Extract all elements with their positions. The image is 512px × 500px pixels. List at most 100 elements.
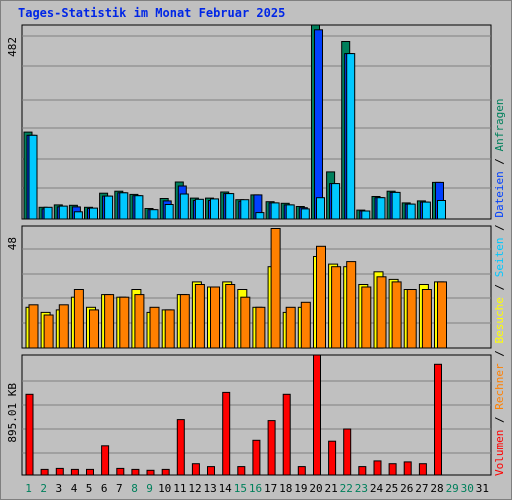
bar-seiten-day-14 [225, 193, 235, 220]
bar-rechner-day-28 [437, 281, 447, 349]
bar-rechner-day-5 [89, 309, 99, 349]
bar-volumen-day-10 [161, 468, 170, 476]
x-tick-label: 27 [415, 482, 428, 495]
bar-rechner-day-27 [421, 289, 432, 349]
x-tick-label: 13 [203, 482, 216, 495]
x-tick-label: 19 [294, 482, 307, 495]
panel-top-border [21, 24, 492, 220]
bar-seiten-day-20 [316, 197, 325, 220]
bar-volumen-day-1 [25, 393, 34, 476]
legend-anfragen: Anfragen [493, 98, 506, 151]
x-tick-label: 1 [25, 482, 32, 495]
bar-seiten-day-22 [346, 53, 356, 220]
bar-seiten-day-4 [73, 211, 83, 220]
bar-seiten-day-28 [437, 200, 446, 220]
bar-seiten-day-15 [240, 199, 250, 220]
bar-rechner-day-6 [104, 294, 115, 349]
bar-rechner-day-19 [300, 301, 311, 349]
bar-seiten-day-6 [104, 195, 114, 220]
bar-volumen-day-8 [131, 468, 140, 476]
x-tick-label: 21 [324, 482, 337, 495]
bar-rechner-day-23 [361, 286, 372, 349]
bar-rechner-day-20 [316, 245, 326, 349]
bar-volumen-day-25 [388, 463, 397, 476]
chart-title: Tages-Statistik im Monat Februar 2025 [18, 6, 286, 20]
x-tick-label: 22 [340, 482, 353, 495]
bar-seiten-day-25 [391, 191, 401, 220]
bar-volumen-day-6 [101, 445, 110, 476]
x-tick-label: 10 [158, 482, 171, 495]
bar-seiten-day-23 [361, 210, 371, 220]
bar-rechner-day-3 [58, 304, 69, 349]
x-tick-label: 8 [131, 482, 138, 495]
bar-seiten-day-9 [149, 209, 159, 220]
legend-seiten: Seiten [493, 238, 506, 278]
bar-volumen-day-21 [328, 440, 337, 476]
bar-seiten-day-1 [28, 134, 38, 220]
bar-volumen-day-24 [373, 460, 382, 476]
bar-volumen-day-11 [176, 419, 185, 476]
bar-volumen-day-13 [207, 466, 215, 476]
bar-rechner-day-26 [406, 289, 417, 349]
bar-volumen-day-7 [116, 467, 125, 476]
bar-rechner-day-21 [331, 266, 342, 349]
bar-volumen-day-28 [434, 363, 442, 476]
bar-seiten-day-17 [270, 202, 280, 220]
bar-seiten-day-24 [376, 197, 386, 220]
bar-rechner-day-15 [240, 296, 251, 349]
x-tick-label: 15 [234, 482, 247, 495]
x-tick-label: 2 [40, 482, 47, 495]
bar-volumen-day-16 [252, 439, 261, 476]
bar-volumen-day-9 [146, 469, 155, 476]
x-tick-label: 16 [249, 482, 262, 495]
bar-rechner-day-9 [149, 306, 160, 349]
x-tick-label: 11 [173, 482, 186, 495]
bar-volumen-day-2 [40, 468, 49, 476]
x-tick-label: 23 [355, 482, 368, 495]
legend-dateien: Dateien [493, 171, 506, 217]
bar-volumen-day-4 [70, 468, 79, 476]
panel-bottom-ymax-label: 895.01 KB [6, 383, 19, 443]
legend-separator: / [493, 277, 506, 297]
bar-rechner-day-4 [73, 289, 84, 349]
bar-volumen-day-17 [267, 420, 276, 476]
bar-rechner-day-18 [285, 306, 296, 349]
x-tick-label: 18 [279, 482, 292, 495]
bar-dateien-day-20 [314, 29, 323, 220]
bar-seiten-day-2 [43, 206, 53, 220]
bar-rechner-day-1 [28, 304, 39, 349]
bar-seiten-day-13 [210, 198, 219, 220]
x-tick-label: 25 [385, 482, 398, 495]
x-tick-label: 28 [430, 482, 443, 495]
panel-middle-ymax-label: 48 [6, 237, 19, 250]
legend-volumen: Volumen [493, 430, 506, 476]
legend-separator: / [493, 218, 506, 238]
bar-seiten-day-7 [119, 192, 129, 220]
bar-volumen-day-22 [343, 428, 352, 476]
x-tick-label: 24 [370, 482, 384, 495]
bar-volumen-day-3 [55, 467, 64, 476]
legend-separator: / [493, 344, 506, 364]
x-tick-label: 17 [264, 482, 277, 495]
bar-rechner-day-7 [119, 296, 130, 349]
bar-volumen-day-27 [418, 463, 427, 476]
bar-rechner-day-8 [134, 294, 145, 349]
bar-seiten-day-3 [58, 205, 68, 220]
legend-separator: / [493, 151, 506, 171]
bar-seiten-day-11 [179, 193, 189, 220]
bar-seiten-day-12 [194, 198, 204, 220]
legend-separator: / [493, 410, 506, 430]
x-tick-label: 12 [188, 482, 201, 495]
bar-rechner-day-22 [346, 261, 357, 349]
bar-volumen-day-23 [358, 466, 367, 476]
bar-volumen-day-20 [313, 354, 321, 476]
x-tick-label: 4 [71, 482, 78, 495]
bar-rechner-day-17 [270, 228, 281, 349]
bar-seiten-day-18 [285, 204, 295, 220]
bar-volumen-day-18 [282, 393, 291, 476]
x-tick-label: 31 [476, 482, 489, 495]
bar-seiten-day-16 [255, 212, 265, 220]
bar-rechner-day-13 [210, 286, 220, 349]
